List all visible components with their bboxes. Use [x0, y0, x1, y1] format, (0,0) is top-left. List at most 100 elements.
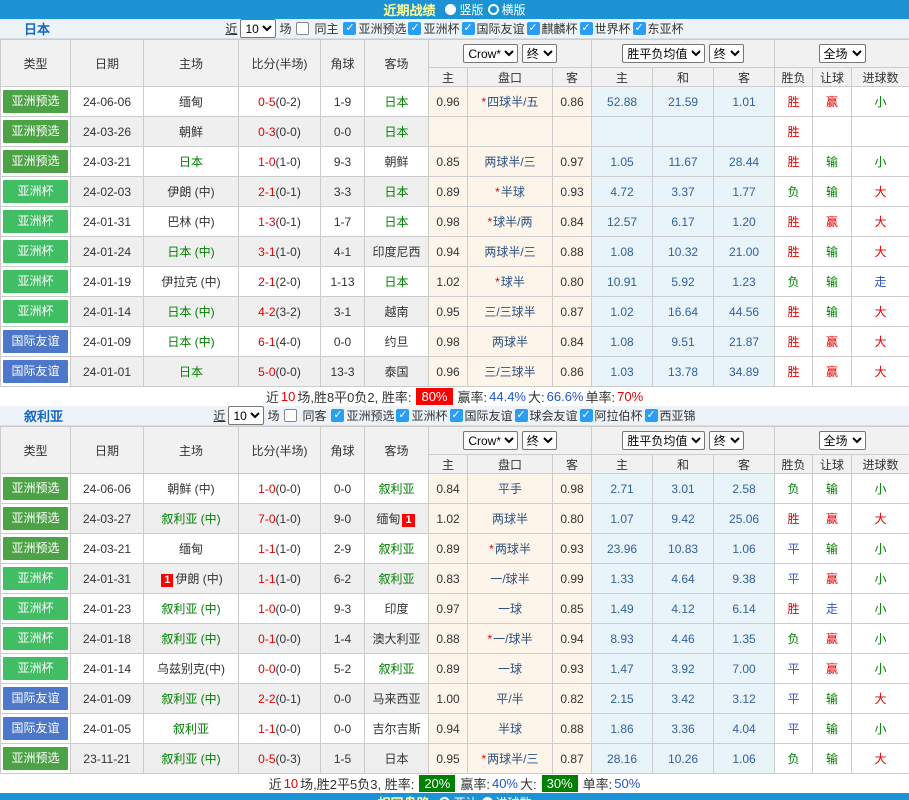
same-venue-checkbox[interactable] [284, 409, 298, 422]
handicap-text: 两球半 [491, 512, 528, 526]
summary-text: 赢率: [460, 777, 490, 792]
competition-checkbox[interactable]: ✓ [579, 22, 593, 35]
odds-away: 0.85 [551, 593, 593, 624]
col-odds-away: 客 [551, 454, 593, 474]
mean-home: 1.05 [591, 146, 654, 177]
score: 0-3(0-0) [238, 116, 321, 147]
mean-home: 1.08 [591, 326, 654, 357]
result-wdl: 负 [774, 623, 814, 654]
away-team: 叙利亚 [364, 653, 429, 684]
result-wdl: 胜 [774, 206, 814, 237]
handicap-text: 平手 [497, 482, 522, 496]
rate-badge: 20% [419, 775, 456, 792]
summary-text: 大: [528, 390, 545, 405]
competition-checkbox[interactable]: ✓ [343, 22, 357, 35]
radio-selected[interactable] [481, 797, 493, 800]
away-team-name: 吉尔吉斯 [372, 722, 421, 736]
radio-unselected[interactable] [487, 4, 499, 15]
competition-checkbox[interactable]: ✓ [461, 22, 475, 35]
match-row: 亚洲杯 24-01-18 叙利亚 (中) 0-1(0-0) 1-4 澳大利亚 0.88 *一/… [0, 623, 909, 654]
type-badge: 亚洲预选 [0, 743, 71, 774]
halftime-score: (0-0) [275, 661, 301, 676]
competition-checkbox[interactable]: ✓ [514, 409, 528, 422]
handicap-text: 四球半/五 [487, 95, 539, 109]
period-select[interactable]: 全场 [818, 431, 866, 450]
competition-label: 国际友谊 [476, 22, 525, 36]
halftime-score: (0-1) [275, 691, 301, 706]
away-team-name: 日本 [384, 275, 409, 289]
result-goals: 大 [851, 326, 909, 357]
type-badge: 亚洲预选 [0, 146, 71, 177]
competition-checkbox[interactable]: ✓ [644, 409, 658, 422]
mean-home: 23.96 [591, 533, 654, 564]
home-team-name: 伊朗 (中) [175, 572, 223, 586]
competition-type-badge: 国际友谊 [3, 360, 68, 383]
mean-draw: 4.64 [652, 563, 715, 594]
period-select[interactable]: 全场 [818, 44, 866, 63]
odds-home: 0.89 [428, 176, 468, 207]
handicap-text: 半球 [497, 722, 522, 736]
radio-selected[interactable] [445, 4, 457, 15]
competition-checkbox[interactable]: ✓ [579, 409, 593, 422]
mean-away: 1.06 [713, 743, 776, 774]
odds-home: 0.95 [428, 743, 468, 774]
corners: 1-9 [320, 86, 365, 117]
match-row: 亚洲杯 24-01-31 1 伊朗 (中) 1-1(1-0) 6-2 叙利亚 0.83 一/球半… [0, 563, 909, 594]
bookmaker-select[interactable]: Crow* [463, 431, 519, 450]
odds-time-select[interactable]: 终 [521, 431, 557, 450]
odds-away: 0.98 [551, 473, 593, 504]
home-team-name: 叙利亚 (中) [161, 752, 221, 766]
summary-text: 单率: [585, 390, 616, 405]
match-date: 24-06-06 [70, 473, 144, 504]
home-team: 伊拉克 (中) [143, 266, 239, 297]
mean-draw: 3.36 [652, 713, 715, 744]
result-goals: 大 [851, 743, 909, 774]
score: 1-1(1-0) [238, 533, 321, 564]
competition-checkbox[interactable]: ✓ [396, 409, 410, 422]
competition-checkbox[interactable]: ✓ [526, 22, 540, 35]
home-team-name: 朝鲜 (中) [167, 482, 215, 496]
type-badge: 亚洲杯 [0, 206, 71, 237]
corners: 0-0 [320, 116, 365, 147]
mean-time-select[interactable]: 终 [708, 431, 744, 450]
odds-time-select[interactable]: 终 [521, 44, 557, 63]
competition-checkbox[interactable]: ✓ [632, 22, 646, 35]
mean-type-select[interactable]: 胜平负均值 [622, 44, 706, 63]
mean-draw: 13.78 [652, 356, 715, 387]
match-date: 24-01-01 [70, 356, 144, 387]
recent-count-select[interactable]: 10 [240, 19, 277, 38]
bookmaker-select[interactable]: Crow* [463, 44, 519, 63]
competition-type-badge: 亚洲杯 [3, 657, 68, 680]
handicap-text: 两球半 [494, 542, 531, 556]
star-mark: * [481, 752, 487, 766]
match-date: 24-01-23 [70, 593, 144, 624]
recent-link[interactable]: 近 [213, 409, 226, 423]
mean-type-select[interactable]: 胜平负均值 [622, 431, 706, 450]
home-team: 乌兹别克(中) [143, 653, 239, 684]
same-venue-checkbox[interactable] [296, 22, 310, 35]
handicap-text: 一/球半 [490, 572, 530, 586]
recent-count-select[interactable]: 10 [228, 406, 265, 425]
mean-away: 21.00 [713, 236, 776, 267]
match-row: 亚洲杯 24-01-14 乌兹别克(中) 0-0(0-0) 5-2 叙利亚 0.89 一球 0.… [0, 653, 909, 684]
home-team-name: 日本 (中) [167, 245, 215, 259]
away-team: 朝鲜 [364, 146, 429, 177]
match-row: 亚洲杯 24-02-03 伊朗 (中) 2-1(0-1) 3-3 日本 0.89 *半球 0.9… [0, 176, 909, 207]
away-team-name: 叙利亚 [378, 662, 415, 676]
recent-link[interactable]: 近 [225, 22, 238, 36]
mean-draw: 11.67 [652, 146, 715, 177]
home-team: 日本 (中) [143, 296, 239, 327]
competition-checkbox[interactable]: ✓ [449, 409, 463, 422]
mean-time-select[interactable]: 终 [708, 44, 744, 63]
mean-home: 28.16 [591, 743, 654, 774]
away-team-name: 泰国 [384, 365, 409, 379]
type-badge: 亚洲预选 [0, 116, 71, 147]
handicap-line: *两球半 [467, 533, 553, 564]
competition-checkbox[interactable]: ✓ [408, 22, 422, 35]
col-mean-draw: 和 [652, 454, 715, 474]
competition-checkbox[interactable]: ✓ [331, 409, 345, 422]
col-mean-away: 客 [713, 67, 776, 87]
radio-label: 进球数 [496, 796, 532, 800]
col-mean-home: 主 [591, 454, 654, 474]
col-handicap-result: 让球 [812, 67, 853, 87]
